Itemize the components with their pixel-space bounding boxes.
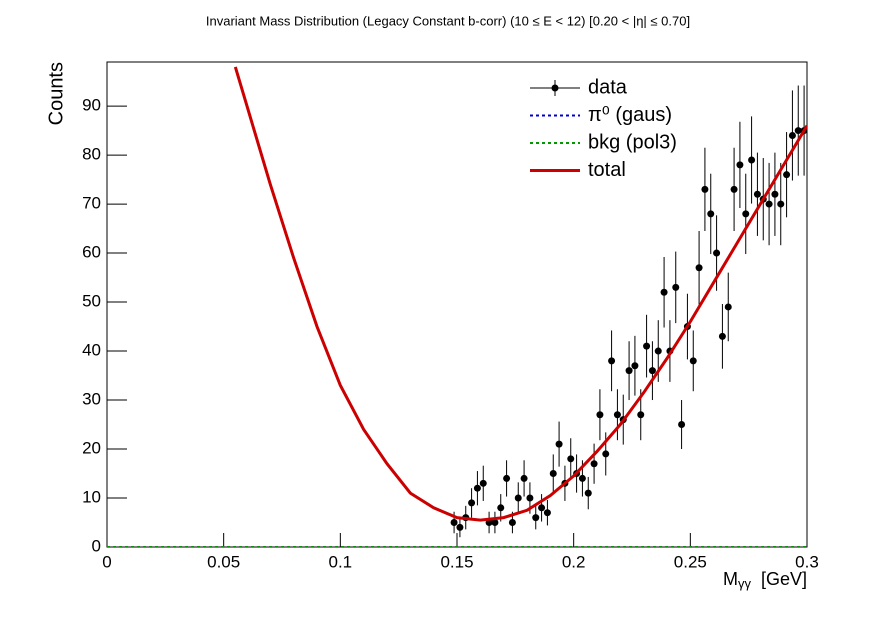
data-point	[555, 440, 563, 448]
legend-label: data	[588, 76, 628, 98]
x-axis-label: Mγγ [GeV]	[723, 569, 807, 592]
data-point	[788, 131, 796, 139]
data-point	[660, 288, 668, 296]
plot-area	[107, 66, 807, 547]
x-label-unit: [GeV]	[761, 569, 807, 589]
data-point	[736, 161, 744, 169]
y-tick-label: 40	[82, 341, 101, 360]
data-point	[608, 357, 616, 365]
data-point	[491, 519, 499, 527]
data-point	[648, 367, 656, 375]
data-point	[549, 470, 557, 478]
data-point	[643, 342, 651, 350]
data-point	[783, 171, 791, 179]
data-point	[777, 200, 785, 208]
data-point	[503, 474, 511, 482]
data-point	[724, 303, 732, 311]
data-point	[678, 421, 686, 429]
data-point	[497, 504, 505, 512]
data-point	[508, 519, 516, 527]
data-point	[689, 357, 697, 365]
data-point	[590, 460, 598, 468]
legend-swatch	[551, 84, 559, 92]
data-point	[794, 127, 802, 135]
data-point	[450, 519, 458, 527]
y-tick-label: 20	[82, 439, 101, 458]
data-point	[613, 411, 621, 419]
data-point	[456, 523, 464, 531]
data-point	[479, 479, 487, 487]
x-tick-label: 0.2	[562, 552, 586, 571]
chart-title: Invariant Mass Distribution (Legacy Cons…	[206, 13, 690, 28]
data-point	[468, 499, 476, 507]
data-point	[730, 185, 738, 193]
data-point	[584, 489, 592, 497]
data-point	[742, 210, 750, 218]
data-point	[765, 200, 773, 208]
y-tick-label: 80	[82, 145, 101, 164]
x-tick-label: 0.15	[440, 552, 473, 571]
x-label-main: M	[723, 569, 738, 589]
data-point	[532, 514, 540, 522]
y-tick-label: 0	[92, 536, 101, 555]
data-point	[771, 190, 779, 198]
x-tick-label: 0.1	[329, 552, 353, 571]
y-axis-label: Counts	[45, 62, 67, 125]
data-point	[707, 210, 715, 218]
data-point	[602, 450, 610, 458]
data-point	[596, 411, 604, 419]
data-point	[718, 332, 726, 340]
data-point	[637, 411, 645, 419]
x-label-sub: γγ	[738, 576, 752, 591]
legend: data π⁰ (gaus) bkg (pol3) total	[530, 76, 677, 181]
data-point	[713, 249, 721, 257]
data-point	[672, 283, 680, 291]
x-tick-label: 0	[102, 552, 111, 571]
data-point	[578, 474, 586, 482]
y-tick-label: 70	[82, 194, 101, 213]
data-point	[514, 494, 522, 502]
data-point	[473, 484, 481, 492]
data-point	[538, 504, 546, 512]
y-tick-label: 90	[82, 96, 101, 115]
data-point	[567, 455, 575, 463]
data-point	[695, 264, 703, 272]
data-point	[748, 156, 756, 164]
data-point	[520, 474, 528, 482]
data-point	[526, 494, 534, 502]
y-tick-label: 10	[82, 487, 101, 506]
curve	[233, 66, 807, 522]
data-point	[701, 185, 709, 193]
data-point	[631, 362, 639, 370]
legend-label: bkg (pol3)	[588, 131, 677, 153]
data-point	[753, 190, 761, 198]
x-tick-label: 0.25	[674, 552, 707, 571]
data-point	[654, 347, 662, 355]
y-tick-label: 60	[82, 243, 101, 262]
x-tick-label: 0.3	[795, 552, 819, 571]
data-point	[543, 509, 551, 517]
y-tick-label: 50	[82, 292, 101, 311]
x-tick-label: 0.05	[207, 552, 240, 571]
legend-label: π⁰ (gaus)	[588, 104, 672, 126]
data-point	[625, 367, 633, 375]
y-tick-label: 30	[82, 390, 101, 409]
legend-label: total	[588, 159, 626, 181]
